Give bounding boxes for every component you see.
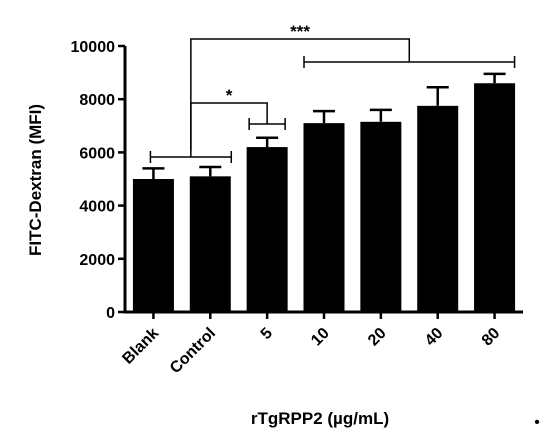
footer-dot: • xyxy=(534,414,540,431)
bar xyxy=(303,123,345,312)
x-tick-label: 20 xyxy=(365,325,390,350)
y-tick-label: 6000 xyxy=(79,145,115,162)
bar xyxy=(246,147,288,312)
significance-line xyxy=(190,38,411,151)
y-tick-label: 8000 xyxy=(79,92,115,109)
y-tick-label: 0 xyxy=(106,305,115,322)
bar xyxy=(417,105,459,312)
x-tick-label: Control xyxy=(167,325,219,377)
x-tick-label: 10 xyxy=(308,325,333,350)
x-tick-label: 5 xyxy=(258,325,276,343)
y-tick-label: 10000 xyxy=(71,39,116,56)
bar xyxy=(189,176,231,312)
y-tick-label: 2000 xyxy=(79,252,115,269)
significance-label: * xyxy=(226,86,233,105)
bar xyxy=(132,179,174,312)
y-tick-label: 4000 xyxy=(79,199,115,216)
error-bars xyxy=(142,72,506,179)
significance-brackets: **** xyxy=(149,22,516,163)
bar xyxy=(360,121,402,312)
x-ticks: Blank Control 5 10 20 40 80 xyxy=(119,312,503,377)
x-tick-label: 80 xyxy=(479,325,504,350)
x-tick-label: 40 xyxy=(422,325,447,350)
y-ticks: 0 2000 4000 6000 8000 10000 xyxy=(71,39,125,322)
x-tick-label: Blank xyxy=(119,325,162,368)
y-axis-title: FITC-Dextran (MFI) xyxy=(26,104,45,256)
significance-label: *** xyxy=(290,22,310,41)
x-axis-title: rTgRPP2 (µg/mL) xyxy=(251,409,389,428)
bar xyxy=(474,83,516,313)
bars xyxy=(132,83,516,313)
